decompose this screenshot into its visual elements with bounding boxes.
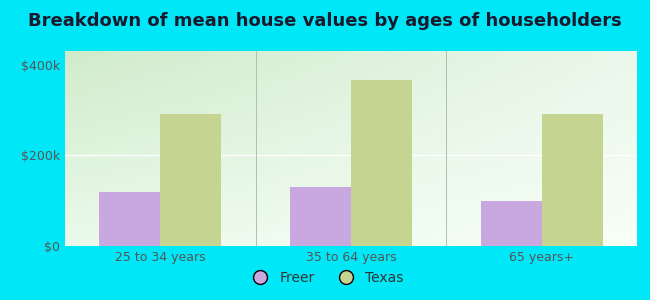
Text: Breakdown of mean house values by ages of householders: Breakdown of mean house values by ages o… (28, 12, 622, 30)
Bar (99, 192, 161, 246)
Bar (161, 115, 222, 246)
Legend: Freer, Texas: Freer, Texas (241, 265, 409, 290)
Bar (480, 201, 541, 246)
Bar (541, 115, 603, 246)
Bar (290, 187, 351, 246)
Bar (351, 80, 412, 246)
